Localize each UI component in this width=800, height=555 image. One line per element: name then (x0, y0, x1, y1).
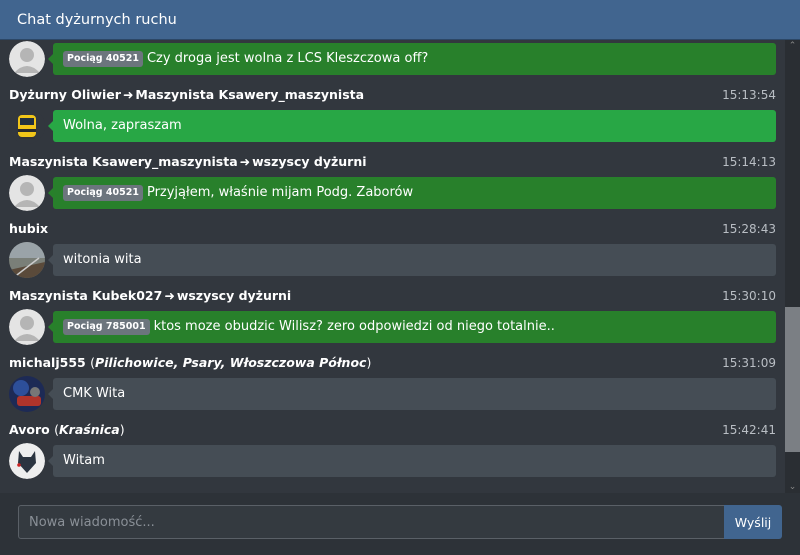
train-badge: Pociąg 40521 (63, 185, 143, 201)
avatar (9, 443, 45, 479)
message-bubble: Pociąg 40521 Przyjąłem, właśnie mijam Pod… (48, 177, 776, 209)
message-time: 15:30:10 (722, 289, 776, 303)
recipient-name: wszyscy dyżurni (176, 288, 292, 303)
scrollbar[interactable]: ⌃ ⌄ (785, 40, 800, 493)
message-text: Przyjąłem, właśnie mijam Podg. Zaborów (146, 185, 414, 200)
message-time: 15:42:41 (722, 423, 776, 437)
message-text: Wolna, zapraszam (63, 118, 182, 133)
sender-name: hubix (9, 221, 49, 236)
arrow-right-icon: ➜ (122, 87, 134, 102)
message-meta: michalj555 (Pilichowice, Psary, Włoszczo… (9, 355, 776, 370)
arrow-right-icon: ➜ (239, 154, 251, 169)
message-time: 15:14:13 (722, 155, 776, 169)
recipient-name: wszyscy dyżurni (252, 154, 367, 169)
message-list[interactable]: Pociąg 40521 Czy droga jest wolna z LCS K… (0, 40, 785, 493)
message-text: Witam (63, 453, 105, 468)
message-meta: Maszynista Kubek027 ➜ wszyscy dyżurni 15:30… (9, 287, 776, 305)
chat-message: Avoro (Kraśnica) 15:42:41 Witam (0, 421, 785, 488)
sender-name: Dyżurny Oliwier (9, 87, 121, 102)
scroll-down-icon[interactable]: ⌄ (788, 482, 797, 492)
avatar (9, 376, 45, 412)
message-text: CMK Wita (63, 386, 126, 401)
chat-message: michalj555 (Pilichowice, Psary, Włoszczo… (0, 354, 785, 421)
sender-name: michalj555 (9, 355, 86, 370)
message-bubble: Pociąg 785001 ktos moze obudzic Wilisz? z… (48, 311, 776, 343)
sender-stations: Kraśnica (58, 422, 120, 437)
message-bubble: CMK Wita (48, 378, 776, 410)
send-button[interactable]: Wyślij (724, 505, 782, 539)
message-time: 15:28:43 (722, 222, 776, 236)
message-time: 15:13:54 (722, 88, 776, 102)
message-time: 15:31:09 (722, 356, 776, 370)
scroll-up-icon[interactable]: ⌃ (788, 41, 797, 51)
avatar (9, 175, 45, 211)
chat-message: Maszynista Ksawery_maszynista ➜ wszyscy dy… (0, 153, 785, 220)
recipient-name: Maszynista Ksawery_maszynista (135, 87, 365, 102)
chat-message: Maszynista Kubek027 ➜ wszyscy dyżurni 15:30… (0, 287, 785, 354)
avatar (9, 108, 45, 144)
chat-title: Chat dyżurnych ruchu (17, 12, 177, 28)
chat-message: Dyżurny Oliwier ➜ Maszynista Ksawery_maszy… (0, 86, 785, 153)
arrow-right-icon: ➜ (164, 288, 175, 303)
message-input[interactable] (18, 505, 725, 539)
message-text: Czy droga jest wolna z LCS Kleszczowa of… (146, 51, 429, 66)
avatar (9, 41, 45, 77)
avatar (9, 242, 45, 278)
message-meta: hubix 15:28:43 (9, 220, 776, 238)
message-bubble: Witam (48, 445, 776, 477)
chat-message: Pociąg 40521 Czy droga jest wolna z LCS K… (0, 40, 785, 86)
message-bubble: witonia wita (48, 244, 776, 276)
sender-name: Maszynista Kubek027 (9, 288, 163, 303)
sender-name: Maszynista Ksawery_maszynista (9, 154, 238, 169)
scrollbar-thumb[interactable] (785, 307, 800, 452)
chat-message: hubix 15:28:43 witonia wita (0, 220, 785, 287)
message-meta: Dyżurny Oliwier ➜ Maszynista Ksawery_maszy… (9, 86, 776, 104)
message-bubble: Pociąg 40521 Czy droga jest wolna z LCS K… (48, 43, 776, 75)
message-text: witonia wita (63, 252, 142, 267)
message-bubble: Wolna, zapraszam (48, 110, 776, 142)
message-meta: Maszynista Ksawery_maszynista ➜ wszyscy dy… (9, 153, 776, 171)
message-composer: Wyślij (0, 493, 800, 555)
train-badge: Pociąg 40521 (63, 51, 143, 67)
avatar (9, 309, 45, 345)
chat-header: Chat dyżurnych ruchu (0, 0, 800, 40)
train-badge: Pociąg 785001 (63, 319, 150, 335)
message-meta: Avoro (Kraśnica) 15:42:41 (9, 422, 776, 437)
sender-name: Avoro (9, 422, 50, 437)
sender-stations: Pilichowice, Psary, Włoszczowa Północ (94, 355, 367, 370)
message-text: ktos moze obudzic Wilisz? zero odpowiedz… (153, 319, 555, 334)
